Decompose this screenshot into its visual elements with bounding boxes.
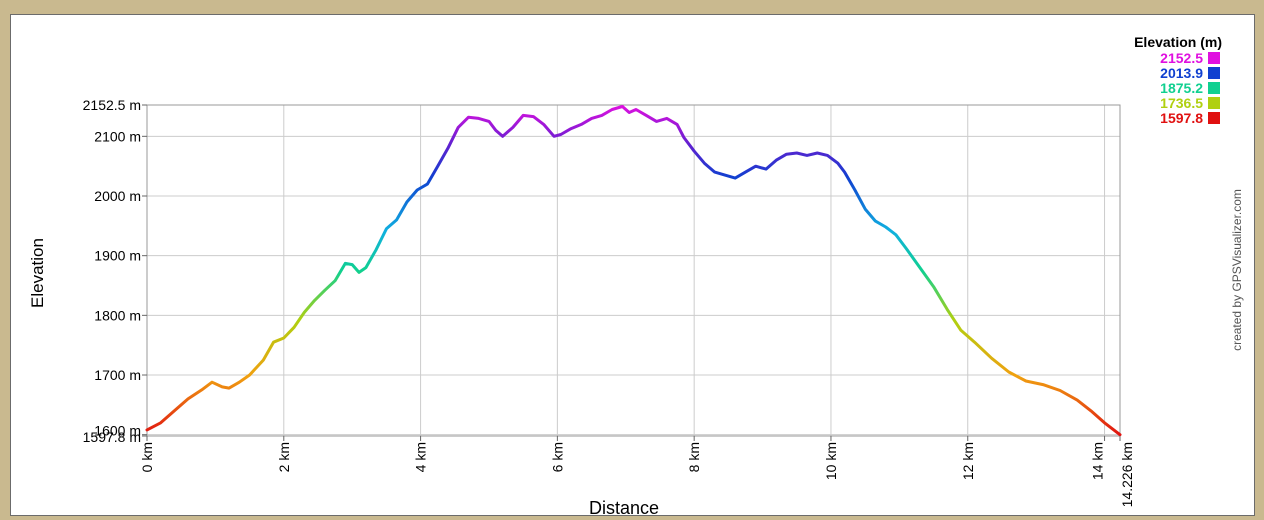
legend-entry-label: 1875.2: [1160, 80, 1203, 96]
elevation-line: [145, 105, 1122, 437]
y-tick-label: 1700 m: [94, 367, 141, 383]
x-tick-label: 8 km: [686, 442, 702, 472]
credit-text: created by GPSVisualizer.com: [1230, 189, 1244, 351]
legend-entry-label: 2152.5: [1160, 50, 1203, 66]
y-tick-label: 1900 m: [94, 248, 141, 264]
legend-entry-label: 2013.9: [1160, 65, 1203, 81]
plot-border: [146, 104, 1121, 437]
x-tick-label: 14.226 km: [1119, 442, 1135, 507]
x-tick-label: 14 km: [1090, 442, 1106, 480]
x-tick-label: 2 km: [276, 442, 292, 472]
chart-frame: 1597.8 m 1600 m 1700 m 1800 m 1900 m 2000 m 21…: [10, 14, 1255, 518]
x-tick-label: 4 km: [413, 442, 429, 472]
legend-entry-label: 1736.5: [1160, 95, 1203, 111]
legend-entry-swatch: [1208, 97, 1220, 109]
y-tick-label: 1800 m: [94, 307, 141, 323]
plot-area: [147, 105, 1120, 436]
x-axis-label: Distance: [589, 498, 659, 515]
y-tick-label: 1600 m: [94, 423, 141, 439]
elevation-series-line: [145, 105, 1122, 437]
y-tick-label: 2100 m: [94, 128, 141, 144]
legend-entry-swatch: [1208, 67, 1220, 79]
legend: Elevation (m) 2152.52013.91875.21736.515…: [1134, 34, 1222, 126]
x-tick-label: 6 km: [549, 442, 565, 472]
y-tick-label: 2000 m: [94, 188, 141, 204]
x-tick-label: 0 km: [139, 442, 155, 472]
x-tick-label: 12 km: [960, 442, 976, 480]
legend-title: Elevation (m): [1134, 34, 1222, 50]
grid-lines: [147, 105, 1120, 436]
legend-entry-swatch: [1208, 112, 1220, 124]
legend-entry-swatch: [1208, 82, 1220, 94]
x-tick-label: 10 km: [823, 442, 839, 480]
legend-entry-swatch: [1208, 52, 1220, 64]
legend-entry-label: 1597.8: [1160, 110, 1203, 126]
y-tick-label: 2152.5 m: [83, 97, 141, 113]
x-axis-ticks: 0 km 2 km 4 km 6 km 8 km 10 km 12 km 14 km 14.22…: [139, 436, 1135, 507]
y-tick-label: 1597.8 m: [83, 429, 141, 445]
y-axis-label: Elevation: [28, 238, 47, 308]
